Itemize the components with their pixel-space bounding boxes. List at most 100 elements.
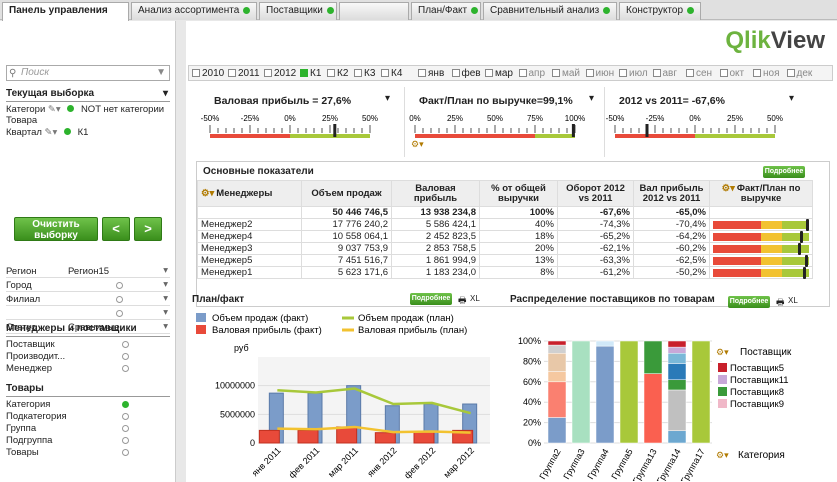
list-filter-row[interactable]: Товары [6, 447, 170, 459]
month-toggle[interactable]: июн [585, 68, 614, 79]
clear-selection-button[interactable]: Очистить выборку [14, 217, 98, 241]
stacked-bar-segment[interactable] [667, 389, 687, 432]
table-row[interactable]: Менеджер3 9 037 753,9 2 853 758,5 20% -62,1%… [197, 242, 813, 255]
selector-icon[interactable]: ⚙▾ [716, 347, 729, 357]
print-icon[interactable]: 🖶 [776, 297, 785, 307]
bar-profit-fact[interactable] [336, 426, 358, 444]
filter-row[interactable]: Город ▾ [6, 279, 170, 292]
bar-profit-fact[interactable] [374, 432, 396, 444]
quarter-toggle[interactable]: К1 [300, 68, 321, 79]
stacked-bar-segment[interactable] [547, 344, 567, 354]
stacked-bar-segment[interactable] [643, 340, 663, 374]
tab-7[interactable]: Конструктор [619, 2, 701, 20]
stacked-bar-segment[interactable] [667, 340, 687, 348]
stacked-bar-segment[interactable] [667, 363, 687, 381]
quarter-toggle[interactable]: К3 [354, 68, 375, 79]
month-toggle[interactable]: окт [719, 68, 744, 79]
stacked-bar-segment[interactable] [547, 340, 567, 346]
quarter-toggle[interactable]: К2 [327, 68, 348, 79]
chevron-down-icon[interactable]: ▾ [163, 293, 168, 304]
tab-4[interactable] [339, 2, 409, 20]
chevron-down-icon[interactable]: ▾ [163, 279, 168, 290]
stacked-bar-segment[interactable] [667, 346, 687, 354]
list-filter-row[interactable]: Менеджер [6, 363, 170, 375]
quarter-toggle[interactable]: К4 [381, 68, 402, 79]
selector-icon[interactable]: ⚙▾ [201, 187, 215, 199]
month-toggle[interactable]: май [552, 68, 580, 79]
month-toggle[interactable]: ноя [753, 68, 780, 79]
stacked-bar-segment[interactable] [547, 371, 567, 383]
chevron-down-icon[interactable]: ▾ [588, 93, 594, 104]
year-toggle[interactable]: 2012 [264, 68, 296, 79]
column-header[interactable]: ⚙▾ Менеджеры [197, 180, 302, 207]
selector-icon[interactable]: ⚙▾ [716, 450, 729, 460]
tab-2[interactable]: Анализ ассортимента [131, 2, 257, 20]
chevron-down-icon[interactable]: ▾ [163, 265, 168, 276]
tab-1[interactable]: Панель управления [2, 2, 129, 21]
filter-row[interactable]: Филиал ▾ [6, 293, 170, 306]
filter-row[interactable]: Статус Сравнимые ▾ [6, 321, 170, 334]
month-toggle[interactable]: фев [451, 68, 481, 79]
year-toggle[interactable]: 2010 [192, 68, 224, 79]
column-header[interactable]: Объем продаж [301, 180, 392, 207]
stacked-bar-segment[interactable] [667, 352, 687, 364]
bar-profit-fact[interactable] [297, 429, 319, 444]
filter-row[interactable]: Регион Регион15 ▾ [6, 265, 170, 278]
month-toggle[interactable]: янв [418, 68, 444, 79]
back-button[interactable]: < [102, 217, 130, 241]
month-toggle[interactable]: авг [652, 68, 677, 79]
list-filter-row[interactable]: Группа [6, 423, 170, 435]
month-toggle[interactable]: апр [518, 68, 545, 79]
chevron-down-icon[interactable]: ▾ [163, 321, 168, 332]
column-header[interactable]: ⚙▾ Факт/План по выручке [709, 180, 813, 207]
edit-icon[interactable]: ✎▾ [44, 127, 58, 138]
column-header[interactable]: Оборот 2012 vs 2011 [557, 180, 634, 207]
chevron-down-icon[interactable]: ▾ [384, 93, 390, 104]
forward-button[interactable]: > [134, 217, 162, 241]
stacked-bar-segment[interactable] [595, 345, 615, 444]
stacked-bar-segment[interactable] [667, 379, 687, 391]
list-filter-row[interactable]: Поставщик [6, 339, 170, 351]
selector-icon[interactable]: ⚙▾ [721, 182, 735, 194]
excel-export-button[interactable]: XL [788, 296, 798, 305]
month-toggle[interactable]: сен [686, 68, 712, 79]
tab-5[interactable]: План/Факт [411, 2, 481, 20]
bar-profit-fact[interactable] [413, 431, 435, 444]
tab-6[interactable]: Сравнительный анализ [483, 2, 617, 20]
table-row[interactable]: Менеджер4 10 558 064,1 2 452 823,5 18% -65,2… [197, 230, 813, 243]
stacked-bar-segment[interactable] [547, 417, 567, 444]
column-header[interactable]: Вал прибыль 2012 vs 2011 [633, 180, 710, 207]
stacked-bar-segment[interactable] [691, 340, 711, 444]
details-button[interactable]: Подробнее [410, 293, 452, 305]
stacked-bar-segment[interactable] [619, 340, 639, 444]
details-button[interactable]: Подробнее [728, 296, 770, 308]
chevron-down-icon[interactable]: ▼ [156, 67, 166, 78]
chevron-down-icon[interactable]: ▾ [163, 307, 168, 318]
stacked-bar-segment[interactable] [547, 381, 567, 418]
table-row[interactable]: Менеджер1 5 623 171,6 1 183 234,0 8% -61,2% -… [197, 266, 813, 279]
column-header[interactable]: % от общей выручки [479, 180, 558, 207]
list-filter-row[interactable]: Подкатегория [6, 411, 170, 423]
search-input[interactable]: ⚲ Поиск ▼ [6, 65, 170, 81]
table-row[interactable]: Менеджер5 7 451 516,7 1 861 994,9 13% -63,3%… [197, 254, 813, 267]
month-toggle[interactable]: дек [786, 68, 812, 79]
tab-3[interactable]: Поставщики [259, 2, 337, 20]
filter-row[interactable]: ▾ [6, 307, 170, 320]
selector-icon[interactable]: ⚙▾ [411, 139, 424, 149]
year-toggle[interactable]: 2011 [228, 68, 260, 79]
excel-export-button[interactable]: XL [470, 294, 480, 303]
table-row[interactable]: Менеджер2 17 776 240,2 5 586 424,1 40% -74,3… [197, 218, 813, 231]
list-filter-row[interactable]: Производит... [6, 351, 170, 363]
stacked-bar-segment[interactable] [667, 430, 687, 444]
chevron-down-icon[interactable]: ▾ [162, 88, 168, 99]
month-toggle[interactable]: июл [619, 68, 648, 79]
list-filter-row[interactable]: Категория [6, 399, 170, 411]
stacked-bar-segment[interactable] [571, 340, 591, 444]
bar-profit-fact[interactable] [258, 429, 280, 444]
print-icon[interactable]: 🖶 [458, 295, 467, 305]
details-button[interactable]: Подробнее [763, 166, 805, 178]
month-toggle[interactable]: мар [485, 68, 513, 79]
chevron-down-icon[interactable]: ▾ [788, 93, 794, 104]
stacked-bar-segment[interactable] [547, 352, 567, 372]
stacked-bar-segment[interactable] [643, 373, 663, 444]
